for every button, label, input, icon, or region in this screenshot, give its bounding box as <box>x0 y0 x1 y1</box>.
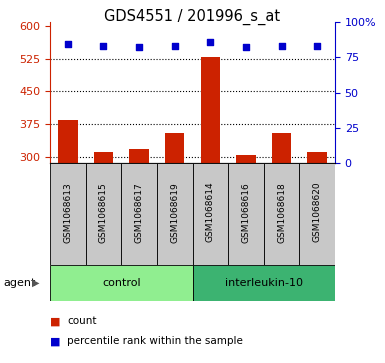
Point <box>278 43 285 49</box>
Point <box>207 39 213 45</box>
Bar <box>50 265 192 301</box>
Point <box>65 41 71 47</box>
Bar <box>85 163 121 265</box>
Text: GSM1068613: GSM1068613 <box>64 182 72 242</box>
Bar <box>58 120 78 163</box>
Bar <box>121 163 157 265</box>
Bar <box>272 133 291 163</box>
Point <box>243 44 249 50</box>
Bar <box>300 163 335 265</box>
Text: GDS4551 / 201996_s_at: GDS4551 / 201996_s_at <box>104 9 281 25</box>
Bar <box>165 133 184 163</box>
Text: ■: ■ <box>50 316 60 326</box>
Text: GSM1068615: GSM1068615 <box>99 182 108 242</box>
Text: ▶: ▶ <box>32 278 40 288</box>
Bar <box>228 163 264 265</box>
Text: GSM1068618: GSM1068618 <box>277 182 286 242</box>
Bar <box>129 149 149 163</box>
Bar <box>50 163 85 265</box>
Text: agent: agent <box>4 278 36 288</box>
Bar <box>157 163 192 265</box>
Bar <box>192 265 335 301</box>
Text: GSM1068617: GSM1068617 <box>135 182 144 242</box>
Point <box>100 43 107 49</box>
Bar <box>236 155 256 163</box>
Text: ■: ■ <box>50 336 60 346</box>
Text: interleukin-10: interleukin-10 <box>225 278 303 288</box>
Text: count: count <box>67 316 97 326</box>
Text: GSM1068616: GSM1068616 <box>241 182 250 242</box>
Point <box>136 44 142 50</box>
Point <box>172 43 178 49</box>
Bar <box>94 152 113 163</box>
Text: percentile rank within the sample: percentile rank within the sample <box>67 336 243 346</box>
Bar <box>201 57 220 163</box>
Bar <box>307 152 327 163</box>
Text: GSM1068619: GSM1068619 <box>170 182 179 242</box>
Text: GSM1068620: GSM1068620 <box>313 182 321 242</box>
Bar <box>192 163 228 265</box>
Point <box>314 43 320 49</box>
Text: control: control <box>102 278 141 288</box>
Bar <box>264 163 300 265</box>
Text: GSM1068614: GSM1068614 <box>206 182 215 242</box>
